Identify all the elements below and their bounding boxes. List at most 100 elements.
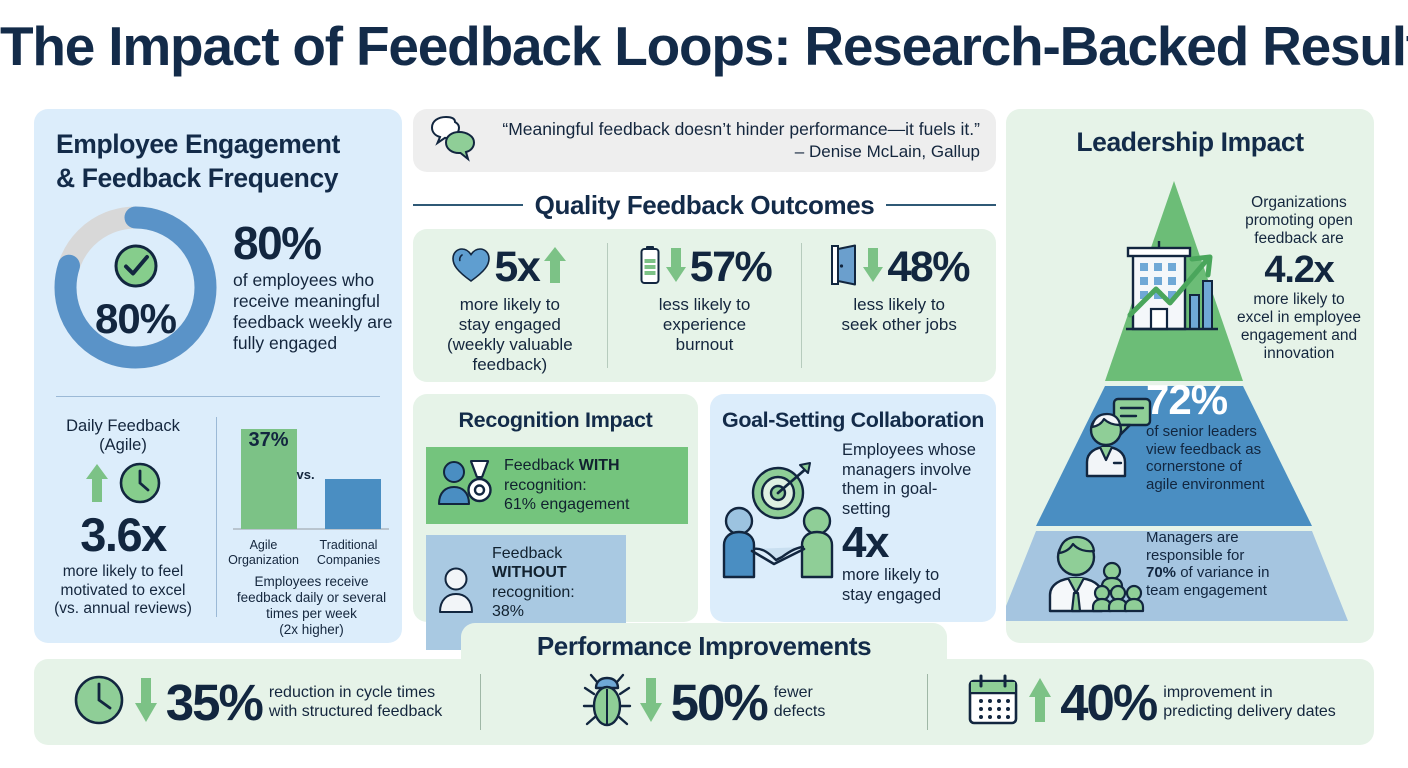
daily-feedback-row: Daily Feedback (Agile) — [34, 409, 402, 639]
performance-defects-desc: fewer defects — [774, 683, 826, 721]
donut-chart-svg — [54, 206, 217, 368]
sub-line-1: of senior leaders — [1146, 423, 1257, 440]
performance-defects-value: 50% — [670, 673, 769, 731]
goal-subtext: more likely to stay engaged — [842, 566, 984, 605]
horizontal-divider — [56, 396, 380, 397]
note-line-4: (2x higher) — [279, 622, 344, 637]
rule-right — [886, 204, 997, 206]
up-arrow-icon — [542, 245, 568, 290]
person-medal-icon — [436, 458, 494, 513]
performance-delivery-desc: improvement in predicting delivery dates — [1163, 683, 1336, 721]
donut-headline: 80% — [233, 217, 322, 269]
handshake-target-icon — [720, 459, 838, 588]
agile-vs-traditional-chart: 37% vs. Agile Organization Traditional C… — [221, 409, 402, 639]
manager-team-icon — [1046, 531, 1145, 618]
clock-icon — [72, 673, 126, 732]
leadership-middle-value: 72% — [1146, 376, 1228, 423]
bar-chart: 37% vs. — [227, 419, 397, 537]
sub-line-3-bold: 70% — [1146, 564, 1177, 581]
goal-sub-line-2: stay engaged — [842, 585, 942, 604]
rule-left — [413, 204, 523, 206]
clock-icon — [118, 461, 162, 510]
quote-attribution: – Denise McLain, Gallup — [794, 142, 980, 161]
title-line-1: Employee Engagement — [56, 129, 340, 159]
recognition-with-row: Feedback WITH recognition: 61% engagemen… — [426, 447, 688, 524]
building-growth-icon — [1118, 237, 1228, 342]
donut-stat-row: 80% 80% of employees who receive meaning… — [34, 197, 402, 377]
daily-label-line-1: Daily Feedback — [66, 417, 180, 435]
sub-line-1: Managers are — [1146, 529, 1239, 546]
desc-line-2: seek other jobs — [841, 315, 957, 334]
performance-separator-2 — [927, 674, 928, 730]
up-arrow-icon — [84, 462, 110, 509]
without-line-2: recognition: — [492, 583, 575, 601]
with-line-1-bold: WITH — [578, 457, 620, 474]
sub-line-4: team engagement — [1146, 581, 1267, 599]
sub-line-3: engagement and — [1240, 327, 1358, 344]
performance-stat-delivery: 40% improvement in predicting delivery d… — [928, 673, 1374, 732]
sub-line-3: cornerstone of — [1146, 458, 1242, 475]
desc-line-2: predicting delivery dates — [1163, 703, 1336, 720]
sub-line-3-rest: of variance in — [1176, 564, 1270, 581]
donut-chart: 80% — [48, 200, 223, 375]
leadership-middle-text: 72% of senior leaders view feedback as c… — [1146, 377, 1316, 493]
quality-stat-door: 48% less likely to seek other jobs — [802, 229, 996, 382]
with-line-1-pre: Feedback — [504, 457, 579, 474]
lead-line-1: Organizations — [1251, 194, 1347, 211]
recognition-with-text: Feedback WITH recognition: 61% engagemen… — [504, 456, 629, 515]
door-icon — [829, 244, 859, 291]
quality-stat-battery-value: 57% — [689, 242, 773, 291]
leadership-top-sub: more likely to excel in employee engagem… — [1224, 291, 1374, 363]
sub-line-2: view feedback as — [1146, 440, 1262, 458]
leader-speech-icon — [1085, 397, 1152, 484]
leadership-top-text: Organizations promoting open feedback ar… — [1224, 194, 1374, 363]
performance-delivery-value: 40% — [1060, 673, 1158, 731]
vertical-divider — [216, 417, 217, 617]
heart-icon — [451, 247, 491, 288]
speech-bubbles-icon — [429, 115, 477, 165]
quote-text: “Meaningful feedback doesn’t hinder perf… — [502, 119, 980, 139]
quality-separator-2 — [801, 243, 803, 368]
goal-setting-title: Goal-Setting Collaboration — [722, 408, 984, 432]
quality-stat-door-value: 48% — [887, 242, 970, 291]
quality-stat-heart-desc: more likely to stay engaged (weekly valu… — [421, 295, 599, 375]
performance-stat-cycle-time: 35% reduction in cycle times with struct… — [34, 673, 480, 732]
recognition-impact-panel: Recognition Impact Feedback WITH recogni… — [413, 394, 698, 650]
note-line-1: Employees receive — [254, 574, 369, 589]
goal-setting-text-block: Employees whose managers involve them in… — [838, 441, 984, 605]
desc-line-2: defects — [773, 703, 826, 720]
desc-line-1: less likely to — [853, 295, 945, 314]
performance-improvements-panel: 35% reduction in cycle times with struct… — [34, 659, 1374, 745]
daily-multiplier-subtext: more likely to feel motivated to excel (… — [34, 563, 212, 619]
performance-improvements-title: Performance Improvements — [536, 630, 872, 661]
quality-stat-door-desc: less likely to seek other jobs — [810, 295, 988, 335]
sub-line-1: more likely to — [1253, 291, 1345, 308]
without-line-1-bold: WITHOUT — [492, 564, 567, 581]
daily-label-line-2: (Agile) — [99, 436, 147, 454]
leadership-top-value: 4.2x — [1264, 249, 1334, 291]
goal-sub-line-1: more likely to — [842, 566, 940, 584]
desc-line-3: burnout — [675, 335, 734, 354]
daily-feedback-label: Daily Feedback (Agile) — [34, 417, 212, 455]
leadership-middle-sub: of senior leaders view feedback as corne… — [1146, 423, 1316, 493]
leadership-bottom-sub: Managers are responsible for 70% of vari… — [1146, 529, 1321, 599]
down-arrow-icon — [638, 676, 664, 729]
goal-lead-text: Employees whose managers involve them in… — [842, 441, 984, 519]
with-line-2: recognition: — [504, 476, 587, 494]
title-line-2: & Feedback Frequency — [56, 163, 339, 193]
down-arrow-icon — [862, 246, 884, 289]
lead-line-2: promoting open — [1245, 212, 1353, 229]
with-line-3: 61% engagement — [504, 496, 630, 513]
battery-icon — [638, 245, 662, 290]
leadership-top-lead: Organizations promoting open feedback ar… — [1224, 194, 1374, 248]
desc-line-4: feedback) — [472, 355, 548, 374]
daily-multiplier: 3.6x — [80, 508, 167, 561]
employee-engagement-title: Employee Engagement & Feedback Frequency — [34, 109, 402, 195]
sub-line-4: agile environment — [1146, 475, 1265, 493]
goal-multiplier: 4x — [842, 518, 889, 567]
down-arrow-icon — [133, 676, 159, 729]
down-arrow-icon — [665, 246, 687, 289]
donut-description: of employees who receive meaningful feed… — [233, 270, 393, 353]
bug-icon — [582, 672, 631, 733]
performance-separator-1 — [480, 674, 481, 730]
